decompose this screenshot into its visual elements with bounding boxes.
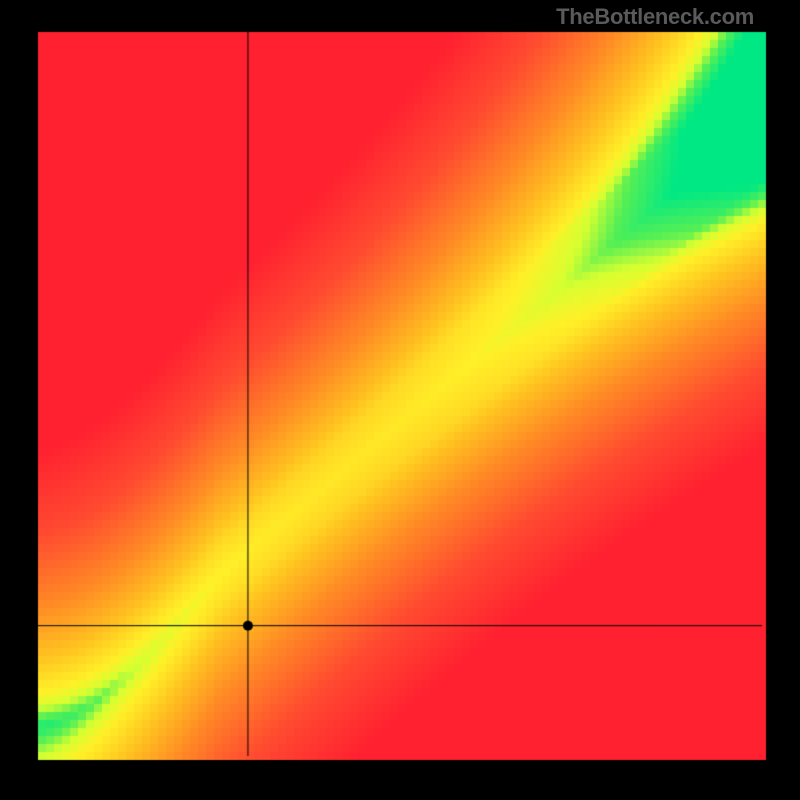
attribution-label: TheBottleneck.com — [556, 4, 754, 30]
bottleneck-heatmap — [0, 0, 800, 800]
chart-container: TheBottleneck.com — [0, 0, 800, 800]
